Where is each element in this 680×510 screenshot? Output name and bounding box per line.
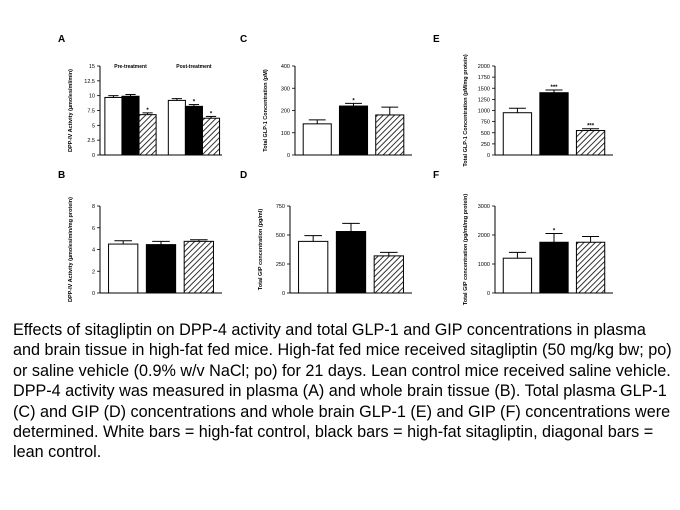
y-tick-label: 5 xyxy=(92,123,95,129)
y-tick-label: 8 xyxy=(92,204,95,210)
significance-mark: *** xyxy=(550,85,558,91)
y-tick-label: 250 xyxy=(276,262,285,268)
y-tick-label: 7.5 xyxy=(87,109,95,115)
y-tick-label: 0 xyxy=(487,153,490,159)
bar xyxy=(575,130,606,156)
y-tick-label: 1250 xyxy=(478,97,490,103)
y-tick-label: 6 xyxy=(92,226,95,232)
bar xyxy=(375,114,405,156)
significance-mark: * xyxy=(352,98,355,104)
y-tick-label: 750 xyxy=(276,204,285,210)
y-axis-label: DPP-IV Activity (µmoles/ml/min) xyxy=(68,69,74,152)
panel-f: F 0 1000 2000 3000 Total GIP concentration (p… xyxy=(433,170,613,305)
panel-label: B xyxy=(58,170,65,181)
y-tick-label: 2 xyxy=(92,269,95,275)
y-tick-label: 0 xyxy=(287,153,290,159)
bar xyxy=(502,257,533,294)
panel-label: F xyxy=(433,170,439,181)
y-tick-label: 1000 xyxy=(478,262,490,268)
panel-label: A xyxy=(58,34,65,45)
bar xyxy=(373,255,404,294)
y-tick-label: 3000 xyxy=(478,204,490,210)
bar xyxy=(201,117,221,156)
y-tick-label: 400 xyxy=(281,64,290,70)
y-tick-label: 250 xyxy=(481,142,490,148)
group-label: Pre-treatment xyxy=(114,64,147,70)
y-tick-label: 1750 xyxy=(478,75,490,81)
y-tick-label: 500 xyxy=(276,233,285,239)
y-tick-label: 2000 xyxy=(478,64,490,70)
significance-mark: * xyxy=(210,111,213,117)
figure-caption: Effects of sitagliptin on DPP-4 activity… xyxy=(13,321,672,462)
y-tick-label: 10 xyxy=(89,94,95,100)
y-tick-label: 4 xyxy=(92,248,95,254)
bar xyxy=(145,244,177,294)
y-tick-label: 0 xyxy=(92,153,95,159)
y-tick-label: 0 xyxy=(487,291,490,297)
panel-label: E xyxy=(433,34,440,45)
bar xyxy=(539,241,569,294)
bar xyxy=(167,99,186,156)
y-axis-label: Total GIP concentration (pg/ml) xyxy=(258,209,264,291)
panel-a: A 0 2.5 5 7.5 10 12.5 15 DPP-IV Activity (µmoles… xyxy=(58,34,222,159)
bar xyxy=(302,123,332,156)
y-tick-label: 200 xyxy=(281,109,290,115)
panel-c: C 0 100 200 300 400 Total GLP-1 Concentration … xyxy=(240,34,412,159)
bar xyxy=(575,241,606,294)
y-tick-label: 0 xyxy=(282,291,285,297)
bar xyxy=(502,112,533,156)
significance-mark: * xyxy=(146,108,149,114)
figure: A 0 2.5 5 7.5 10 12.5 15 DPP-IV Activity (µmoles… xyxy=(58,34,613,305)
y-tick-label: 500 xyxy=(481,131,490,137)
y-axis-label: Total GLP-1 Concentration (pM) xyxy=(263,69,269,152)
y-tick-label: 750 xyxy=(481,120,490,126)
y-tick-label: 2.5 xyxy=(87,138,95,144)
y-tick-label: 1500 xyxy=(478,86,490,92)
y-tick-label: 2000 xyxy=(478,233,490,239)
bar xyxy=(183,240,214,294)
bar xyxy=(298,240,329,294)
significance-mark: *** xyxy=(587,124,595,130)
y-tick-label: 100 xyxy=(281,131,290,137)
significance-mark: * xyxy=(553,229,556,235)
y-tick-label: 15 xyxy=(89,64,95,70)
y-axis-label: DPP-IV Activity (µmoles/min/mg protein) xyxy=(68,197,74,302)
bar xyxy=(539,92,569,156)
y-tick-label: 300 xyxy=(281,86,290,92)
y-tick-label: 12.5 xyxy=(84,79,95,85)
group-label: Post-treatment xyxy=(176,64,212,70)
bar xyxy=(338,105,369,156)
y-tick-label: 0 xyxy=(92,291,95,297)
panel-e: E 0 250 500 750 1000 1250 1500 1750 2000 Total GLP… xyxy=(433,34,613,167)
panel-b: B 0 2 4 6 8 DPP-IV Activity (µmoles/min/mg pro… xyxy=(58,170,222,302)
significance-mark: * xyxy=(193,100,196,106)
bar xyxy=(138,114,157,156)
bar xyxy=(335,231,367,294)
bar xyxy=(121,95,140,156)
panel-d: D 0 250 500 750 Total GIP concentration (pg/m… xyxy=(240,170,412,297)
panel-label: D xyxy=(240,170,247,181)
panel-label: C xyxy=(240,34,247,45)
y-tick-label: 1000 xyxy=(478,109,490,115)
bar xyxy=(184,105,203,156)
bar xyxy=(108,243,139,294)
bar xyxy=(104,96,123,156)
y-axis-label: Total GIP concentration (pg/ml/mg protei… xyxy=(463,194,469,305)
y-axis-label: Total GLP-1 Concentration (pM/mg protein… xyxy=(463,54,469,167)
